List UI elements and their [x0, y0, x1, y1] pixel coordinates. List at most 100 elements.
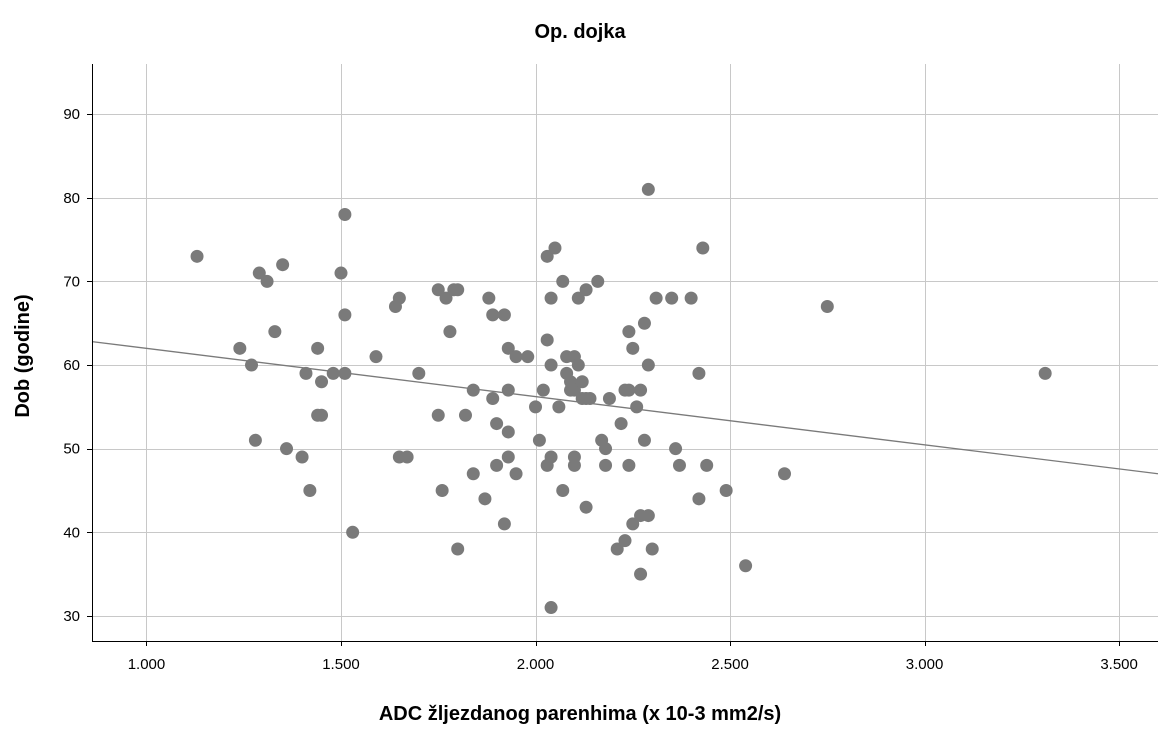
data-point: [334, 267, 347, 280]
x-tick-label: 1.000: [128, 656, 166, 673]
data-point: [545, 601, 558, 614]
data-points: [191, 183, 1052, 614]
data-point: [245, 359, 258, 372]
data-point: [233, 342, 246, 355]
data-point: [412, 367, 425, 380]
data-point: [436, 484, 449, 497]
x-tick-label: 2.500: [711, 656, 749, 673]
data-point: [615, 417, 628, 430]
data-point: [622, 384, 635, 397]
x-tick-label: 1.500: [322, 656, 360, 673]
data-point: [498, 308, 511, 321]
data-point: [1039, 367, 1052, 380]
data-point: [778, 467, 791, 480]
data-point: [673, 459, 686, 472]
data-point: [646, 543, 659, 556]
data-point: [638, 317, 651, 330]
data-point: [548, 241, 561, 254]
data-point: [583, 392, 596, 405]
data-point: [249, 434, 262, 447]
data-point: [338, 308, 351, 321]
data-point: [642, 509, 655, 522]
data-point: [502, 425, 515, 438]
data-point: [393, 292, 406, 305]
data-point: [552, 400, 565, 413]
data-point: [346, 526, 359, 539]
data-point: [486, 392, 499, 405]
x-axis-title: ADC žljezdanog parenhima (x 10-3 mm2/s): [379, 703, 781, 725]
data-point: [599, 459, 612, 472]
y-tick-label: 60: [63, 357, 80, 374]
data-point: [692, 367, 705, 380]
data-point: [556, 484, 569, 497]
data-point: [510, 467, 523, 480]
data-point: [467, 384, 480, 397]
data-point: [700, 459, 713, 472]
data-point: [370, 350, 383, 363]
axes: [87, 64, 1158, 646]
data-point: [580, 501, 593, 514]
data-point: [529, 400, 542, 413]
x-tick-label: 3.500: [1100, 656, 1138, 673]
data-point: [580, 283, 593, 296]
data-point: [451, 543, 464, 556]
data-point: [502, 451, 515, 464]
data-point: [191, 250, 204, 263]
data-point: [432, 409, 445, 422]
data-point: [622, 459, 635, 472]
data-point: [303, 484, 316, 497]
data-point: [261, 275, 274, 288]
data-point: [630, 400, 643, 413]
data-point: [665, 292, 678, 305]
data-point: [634, 568, 647, 581]
y-tick-label: 90: [63, 106, 80, 123]
data-point: [299, 367, 312, 380]
data-point: [638, 434, 651, 447]
data-point: [739, 559, 752, 572]
data-point: [327, 367, 340, 380]
data-point: [572, 359, 585, 372]
data-point: [280, 442, 293, 455]
data-point: [821, 300, 834, 313]
data-point: [478, 492, 491, 505]
data-point: [696, 241, 709, 254]
y-tick-label: 40: [63, 524, 80, 541]
chart-title: Op. dojka: [534, 21, 626, 43]
y-tick-label: 70: [63, 273, 80, 290]
data-point: [619, 534, 632, 547]
data-point: [338, 208, 351, 221]
data-point: [634, 384, 647, 397]
data-point: [591, 275, 604, 288]
data-point: [521, 350, 534, 363]
data-point: [669, 442, 682, 455]
x-tick-label: 3.000: [906, 656, 944, 673]
data-point: [490, 459, 503, 472]
data-point: [692, 492, 705, 505]
data-point: [576, 375, 589, 388]
data-point: [626, 342, 639, 355]
data-point: [720, 484, 733, 497]
tick-labels: 1.000 1.500 2.000 2.500 3.000 3.500 30 40 50 60 70…: [63, 106, 1138, 673]
y-axis-title: Dob (godine): [12, 294, 34, 417]
data-point: [315, 375, 328, 388]
data-point: [276, 258, 289, 271]
data-point: [541, 333, 554, 346]
data-point: [642, 359, 655, 372]
data-point: [603, 392, 616, 405]
data-point: [467, 467, 480, 480]
data-point: [490, 417, 503, 430]
data-point: [296, 451, 309, 464]
data-point: [451, 283, 464, 296]
data-point: [533, 434, 546, 447]
grid-lines: [92, 64, 1158, 641]
data-point: [545, 451, 558, 464]
data-point: [545, 292, 558, 305]
data-point: [401, 451, 414, 464]
data-point: [311, 342, 324, 355]
data-point: [459, 409, 472, 422]
data-point: [545, 359, 558, 372]
data-point: [556, 275, 569, 288]
data-point: [510, 350, 523, 363]
